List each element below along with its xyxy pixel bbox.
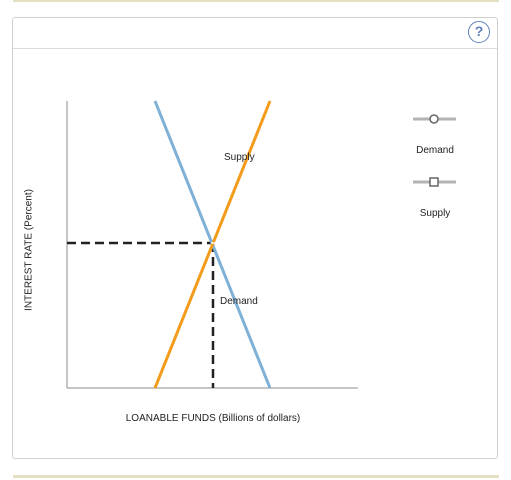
panel-header [13, 18, 497, 49]
graph-panel [12, 17, 498, 459]
help-button[interactable]: ? [468, 21, 490, 43]
square-marker-icon [429, 177, 439, 187]
supply-curve-label: Supply [224, 152, 255, 163]
x-axis-label: LOANABLE FUNDS (Billions of dollars) [125, 413, 301, 424]
bottom-rule [13, 475, 499, 478]
demand-curve-label: Demand [220, 296, 258, 307]
legend-demand-label: Demand [416, 145, 454, 156]
legend-supply-label: Supply [419, 208, 451, 219]
legend-demand-tool[interactable] [413, 114, 456, 124]
circle-marker-icon [429, 114, 439, 124]
legend-supply-tool[interactable] [413, 177, 456, 187]
y-axis-label: INTEREST RATE (Percent) [23, 189, 35, 311]
top-rule [13, 0, 499, 2]
supply-curve[interactable] [153, 100, 272, 389]
